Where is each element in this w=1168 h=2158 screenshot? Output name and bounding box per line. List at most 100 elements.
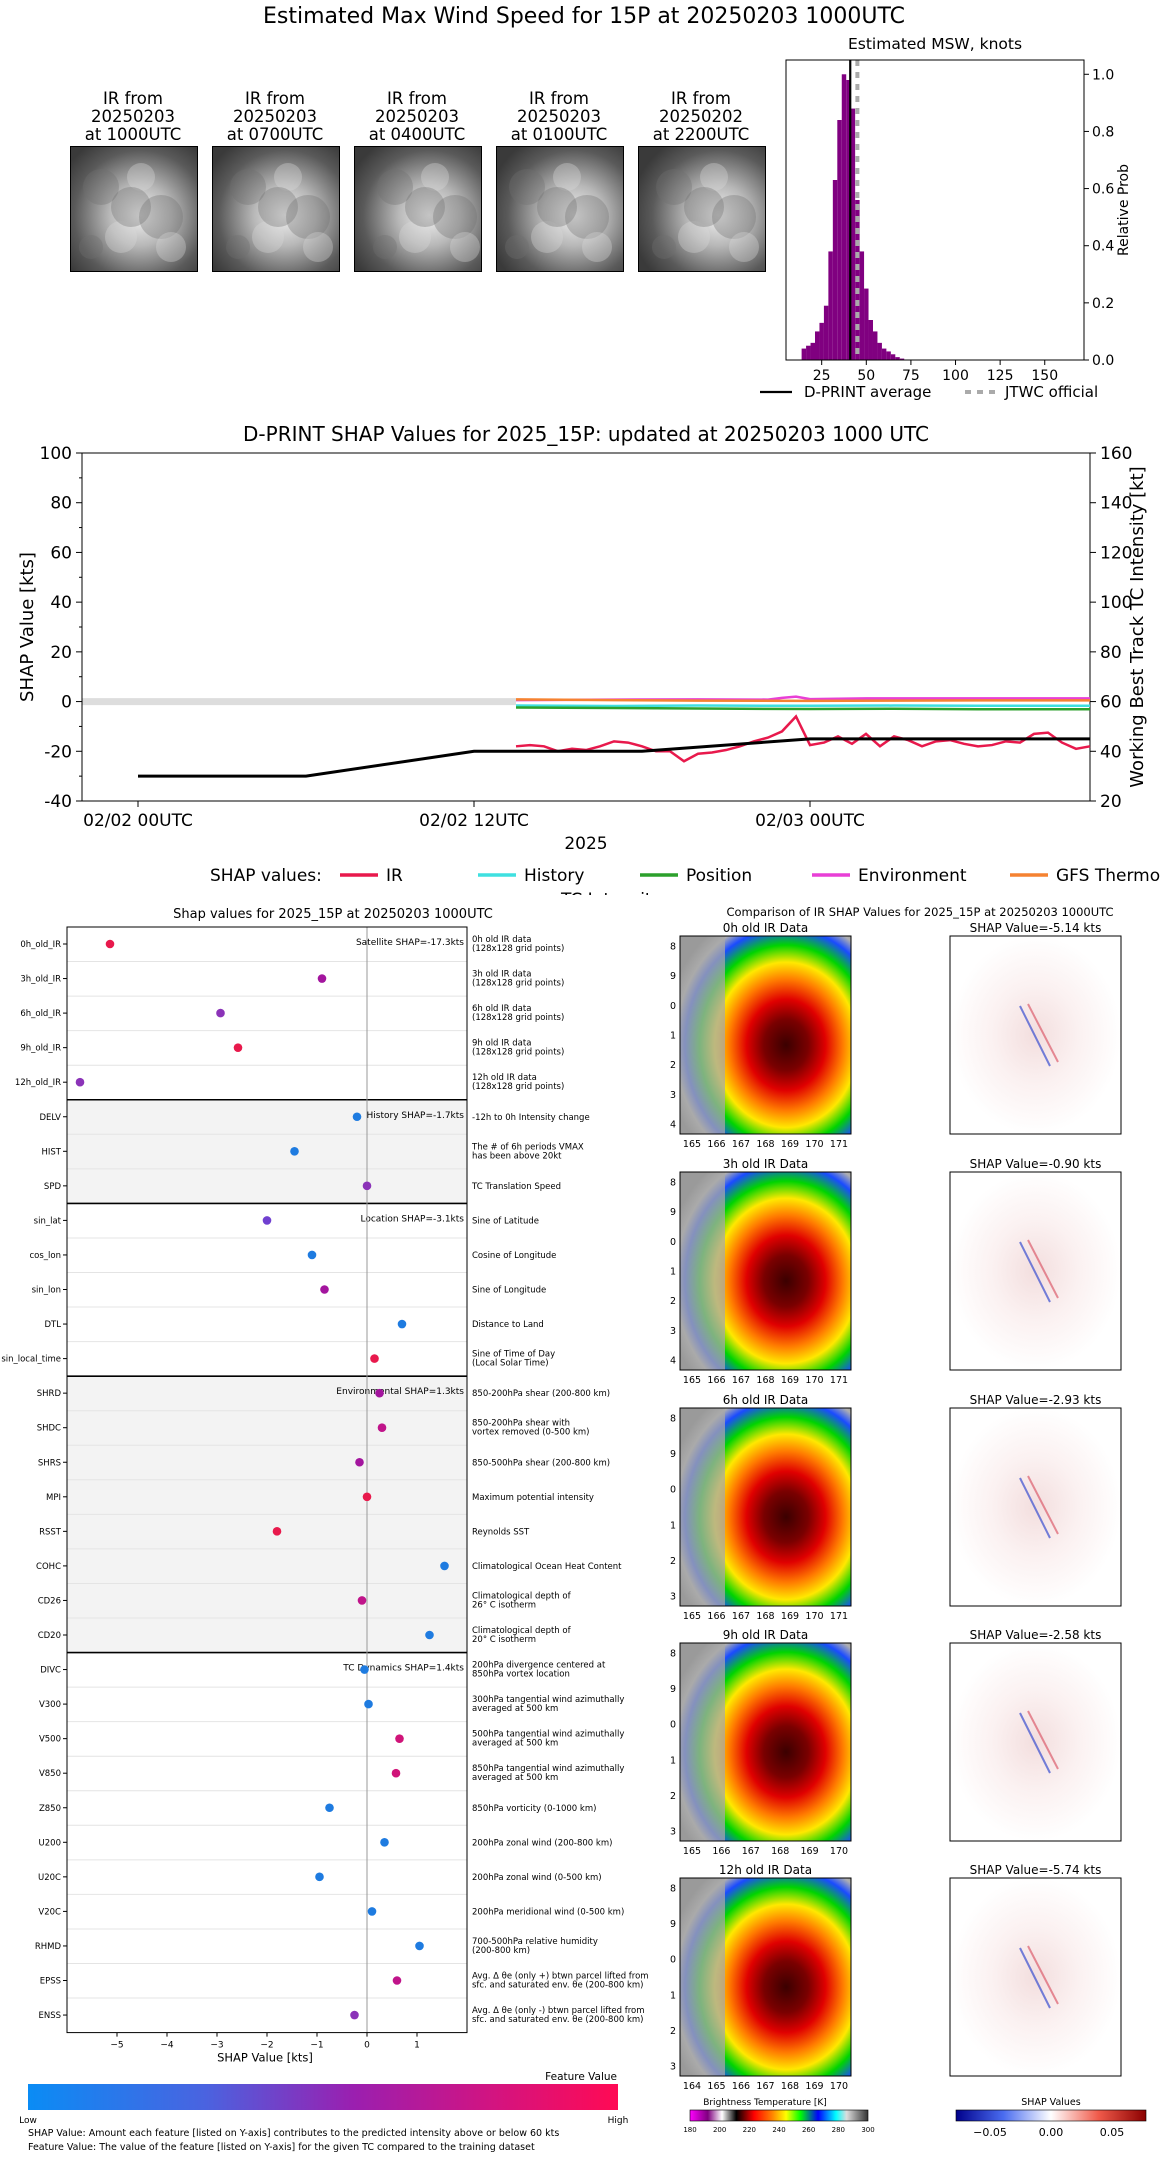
cloud-blob xyxy=(531,221,563,253)
group-label: History SHAP=-1.7kts xyxy=(367,1111,465,1121)
shap-panel-title: SHAP Value=-2.93 kts xyxy=(970,1393,1102,1407)
cloud-blob xyxy=(729,232,759,262)
feature-description: Maximum potential intensity xyxy=(472,1493,594,1503)
feature-description: -12h to 0h Intensity change xyxy=(472,1113,590,1123)
ir-y-tick-label: -23 xyxy=(670,1592,676,1603)
msw-x-tick-label: 50 xyxy=(857,368,875,384)
ir-x-tick-label: 168 xyxy=(756,1139,774,1150)
ts-yr-tick-label: 60 xyxy=(1100,693,1122,713)
shap-timeseries-chart: D-PRINT SHAP Values for 2025_15P: update… xyxy=(17,422,1160,895)
ir-x-tick-label: 169 xyxy=(781,1139,799,1150)
msw-bar xyxy=(832,180,838,360)
feature-description: 850-500hPa shear (200-800 km) xyxy=(472,1458,610,1468)
feature-x-axis-label: SHAP Value [kts] xyxy=(217,2051,313,2065)
msw-bar xyxy=(899,358,905,360)
shap-dot-v20c xyxy=(367,1907,377,1916)
ir-y-tick-label: -21 xyxy=(670,1755,676,1766)
cloud-blob xyxy=(303,232,333,262)
ir-panel-frame xyxy=(679,1642,852,1842)
ir-y-tick-label: -20 xyxy=(670,1485,676,1496)
ir-thumbnail-image xyxy=(496,146,624,272)
series-line-gfs-thermo xyxy=(515,698,1090,703)
feature-name: sin_lat xyxy=(34,1216,62,1226)
ir-x-tick-label: 171 xyxy=(830,1375,848,1386)
series-line-ir xyxy=(515,714,1091,763)
feature-description: Sine of Time of Day (Local Solar Time) xyxy=(472,1350,555,1369)
feature-name: U200 xyxy=(39,1838,61,1848)
shap-dot-rsst xyxy=(272,1527,282,1536)
ir-thumbnail-graphic xyxy=(355,147,481,271)
ir-panel-title: 0h old IR Data xyxy=(723,921,809,935)
cloud-blob xyxy=(421,163,449,191)
msw-x-tick-label: 25 xyxy=(813,368,831,384)
ts-y-axis-label: SHAP Value [kts] xyxy=(17,552,38,702)
series-line-position xyxy=(515,706,1090,711)
shap-legend-title: SHAP values: xyxy=(210,866,322,886)
ir-x-tick-label: 165 xyxy=(707,2081,725,2092)
ir-shap-comparison: Comparison of IR SHAP Values for 2025_15… xyxy=(670,905,1147,2139)
ir-clear-sky-region xyxy=(680,1643,725,1841)
ir-y-tick-label: -20 xyxy=(670,1720,676,1731)
shap-blue-feature xyxy=(1019,1947,1051,2009)
footnote-shap: SHAP Value: Amount each feature [listed … xyxy=(28,2128,559,2139)
feature-name: 6h_old_IR xyxy=(20,1009,61,1019)
cloud-blob xyxy=(553,163,581,191)
bt-colorbar-tick: 220 xyxy=(743,2126,756,2134)
shap-colorbar-title: SHAP Values xyxy=(1021,2097,1081,2108)
cloud-blob xyxy=(139,195,183,239)
feature-description: 0h old IR data (128x128 grid points) xyxy=(472,935,564,954)
ir-panel-title: 6h old IR Data xyxy=(723,1393,809,1407)
shap-colorbar-tick: 0.05 xyxy=(1100,2126,1125,2139)
legend-jtwc-label: JTWC official xyxy=(1004,383,1098,401)
msw-y-tick-label: 0.8 xyxy=(1092,124,1114,140)
ts-y-tick-label: 80 xyxy=(50,494,72,514)
series-line-tc-intensity xyxy=(138,737,1090,778)
ir-x-tick-label: 166 xyxy=(707,1139,725,1150)
ir-cloud-field xyxy=(355,147,481,271)
comparison-title: Comparison of IR SHAP Values for 2025_15… xyxy=(726,905,1113,919)
msw-y-tick-label: 1.0 xyxy=(1092,67,1114,83)
ir-x-tick-label: 166 xyxy=(732,2081,750,2092)
bt-colorbar-tick: 180 xyxy=(683,2126,696,2134)
ir-x-tick-label: 164 xyxy=(683,2081,701,2092)
shap-colorbar xyxy=(955,2109,1147,2122)
cloud-blob xyxy=(565,195,609,239)
ir-cloud-field xyxy=(497,147,623,271)
ir-y-tick-label: -22 xyxy=(670,2026,676,2037)
cloud-blob xyxy=(450,232,480,262)
shap-panel-title: SHAP Value=-5.14 kts xyxy=(970,921,1102,935)
ts-y-tick-label: -40 xyxy=(44,792,72,812)
shap-dot-sin_lat xyxy=(262,1216,272,1225)
ir-clear-sky-region xyxy=(680,1172,725,1370)
msw-y-tick-label: 0.2 xyxy=(1092,296,1114,312)
ts-y-tick-label: -20 xyxy=(44,742,72,762)
ir-thumbnail-image xyxy=(638,146,766,272)
shap-colorbar-tick: −0.05 xyxy=(973,2126,1007,2139)
ts-x-tick-label: 02/03 00UTC xyxy=(755,811,865,831)
cloud-blob xyxy=(656,169,692,205)
shap-blue-feature xyxy=(1019,1005,1051,1067)
msw-bar xyxy=(837,120,842,360)
msw-bar xyxy=(810,342,815,360)
msw-bar xyxy=(877,342,882,360)
cloud-blob xyxy=(509,169,545,205)
ir-thumbnail-graphic xyxy=(497,147,623,271)
feature-name: V500 xyxy=(39,1735,61,1745)
msw-plot-frame xyxy=(785,59,1085,361)
legend-label: Position xyxy=(686,866,752,886)
shap-dot-shdc xyxy=(377,1423,387,1432)
cloud-blob xyxy=(505,235,529,259)
ir-x-tick-label: 169 xyxy=(781,1611,799,1622)
feature-description: 12h old IR data (128x128 grid points) xyxy=(472,1073,564,1092)
ir-x-tick-label: 167 xyxy=(742,1846,760,1857)
feature-name: ENSS xyxy=(38,2011,61,2021)
feature-name: V20C xyxy=(38,1907,61,1917)
msw-bar xyxy=(814,331,820,360)
feature-description: 3h old IR data (128x128 grid points) xyxy=(472,970,564,989)
group-label: Satellite SHAP=-17.3kts xyxy=(356,938,464,948)
ir-x-tick-label: 171 xyxy=(830,1611,848,1622)
shap-red-feature xyxy=(1027,1710,1059,1770)
bt-colorbar-tick: 300 xyxy=(861,2126,874,2134)
ir-x-tick-label: 165 xyxy=(683,1139,701,1150)
msw-bar xyxy=(819,322,824,360)
